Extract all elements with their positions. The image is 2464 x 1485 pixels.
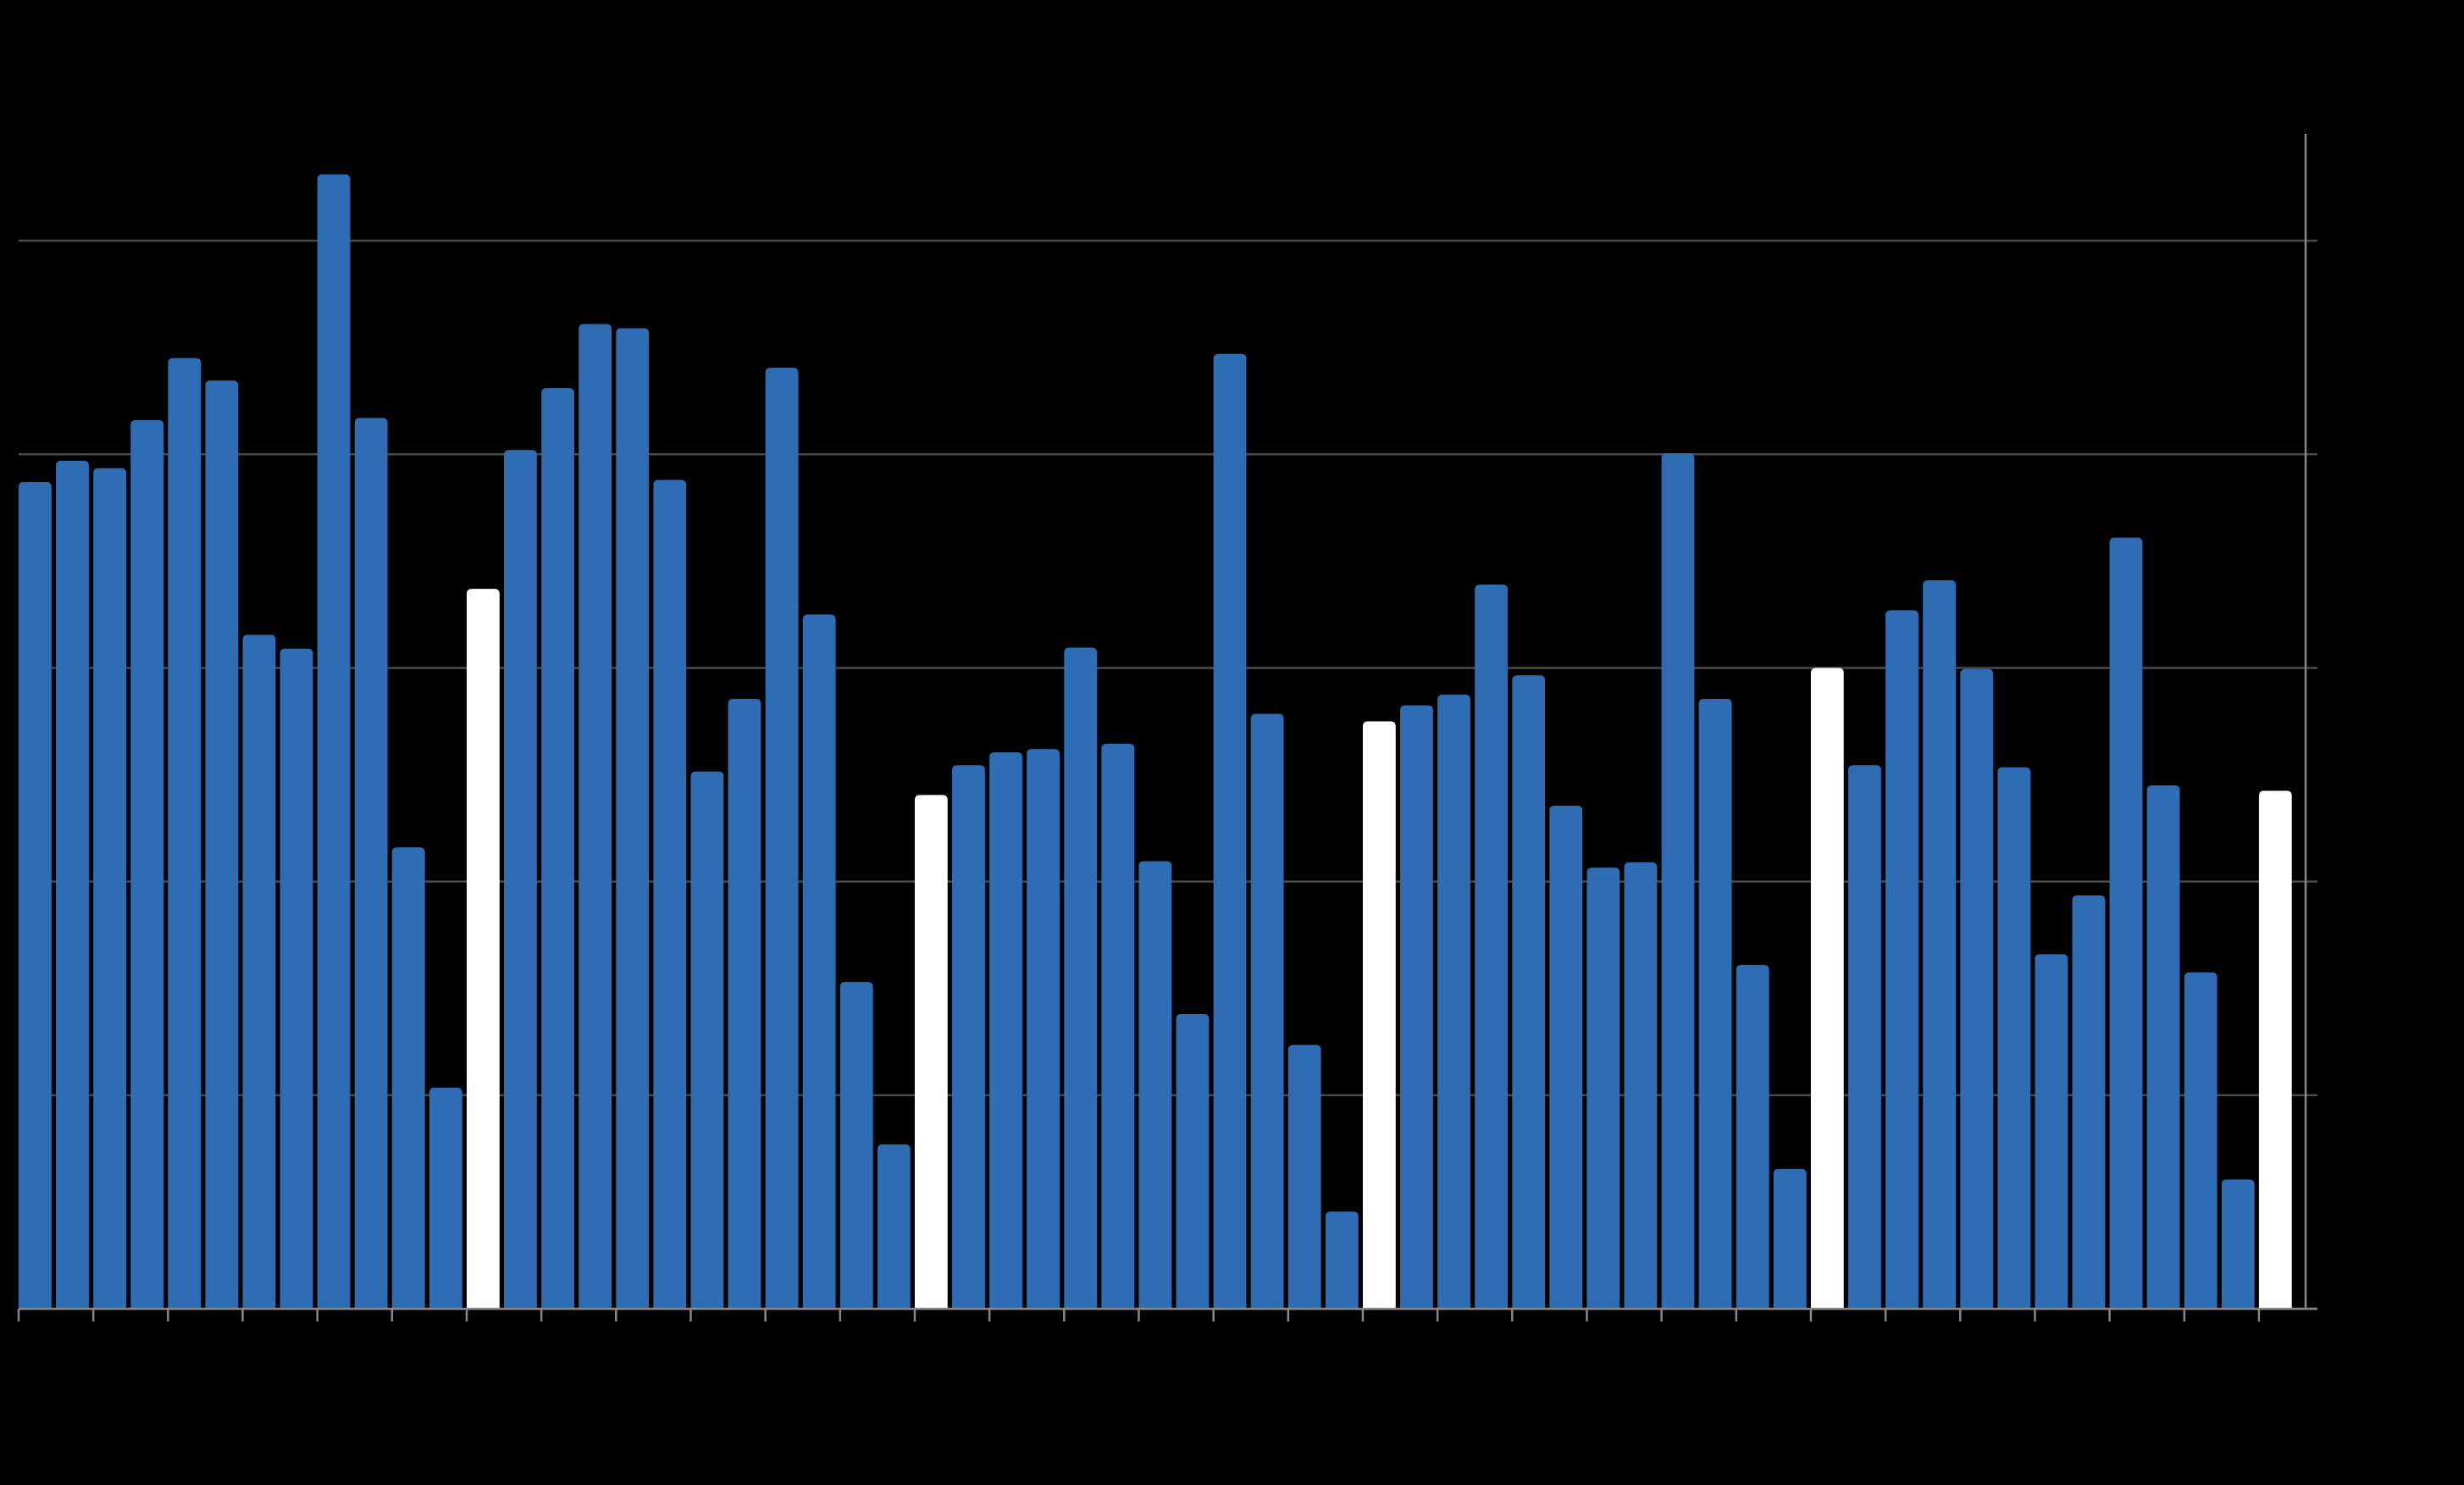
bar xyxy=(1624,862,1658,1309)
bar xyxy=(1250,713,1284,1309)
bar xyxy=(1325,1211,1359,1309)
bar xyxy=(19,482,52,1309)
bar xyxy=(579,324,612,1310)
bar xyxy=(765,368,799,1309)
bar xyxy=(1101,743,1135,1309)
bar xyxy=(242,634,276,1309)
bar xyxy=(1138,861,1172,1309)
bar xyxy=(653,479,687,1309)
bar xyxy=(728,699,761,1309)
bar xyxy=(1661,453,1695,1309)
bar xyxy=(2146,785,2180,1309)
bar xyxy=(1287,1044,1321,1309)
bar xyxy=(690,771,724,1309)
bar xyxy=(1213,353,1247,1309)
bar xyxy=(354,418,388,1309)
bar xyxy=(93,468,126,1309)
bar xyxy=(989,752,1022,1309)
bar xyxy=(1885,610,1919,1309)
bar xyxy=(1027,749,1060,1309)
bar xyxy=(1437,694,1470,1309)
bar xyxy=(1848,765,1881,1309)
bar xyxy=(56,460,89,1309)
bar xyxy=(1773,1168,1807,1309)
bar xyxy=(914,795,948,1309)
bar xyxy=(2035,954,2068,1309)
bar xyxy=(1064,647,1098,1309)
bar xyxy=(1586,867,1620,1309)
bar xyxy=(2258,790,2292,1309)
bar xyxy=(802,614,836,1309)
bar xyxy=(1736,964,1769,1309)
bar xyxy=(1475,585,1508,1309)
bar xyxy=(1698,699,1732,1309)
bar xyxy=(2184,972,2218,1309)
bar xyxy=(429,1087,462,1309)
bar xyxy=(168,357,202,1310)
bar xyxy=(205,380,239,1309)
bar xyxy=(1810,668,1844,1309)
bar xyxy=(1997,767,2031,1309)
bar xyxy=(1400,705,1433,1309)
bar xyxy=(466,589,500,1309)
bar xyxy=(391,847,425,1309)
bar xyxy=(317,174,351,1309)
bar xyxy=(1923,580,1956,1309)
bar xyxy=(1512,675,1546,1309)
bar xyxy=(2221,1179,2255,1309)
bar xyxy=(877,1144,911,1309)
bar xyxy=(1362,721,1396,1309)
bar xyxy=(2072,895,2106,1309)
bar xyxy=(130,419,164,1310)
bar xyxy=(1549,806,1583,1309)
bar xyxy=(504,450,537,1309)
bar xyxy=(1176,1013,1210,1309)
bar xyxy=(280,648,313,1309)
bar xyxy=(1960,668,1994,1309)
bar xyxy=(616,328,650,1309)
bar xyxy=(952,765,985,1309)
bar xyxy=(2109,537,2143,1309)
bar xyxy=(541,388,574,1309)
bar xyxy=(839,982,873,1309)
